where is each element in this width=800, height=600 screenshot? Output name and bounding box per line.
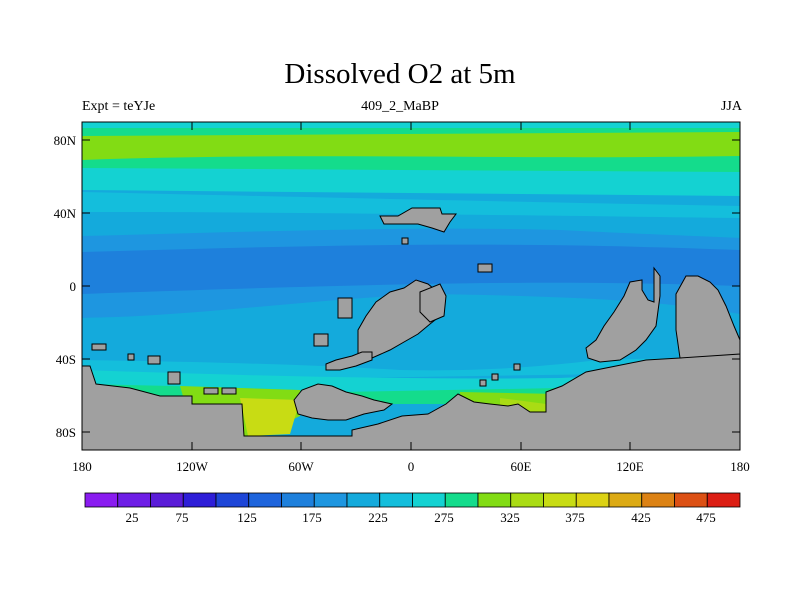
colorbar-box bbox=[477, 492, 512, 508]
australia-landmass bbox=[675, 275, 741, 359]
land-masses bbox=[81, 207, 741, 451]
lat-label: 0 bbox=[70, 279, 77, 294]
colorbar-box bbox=[215, 492, 250, 508]
season-label: JJA bbox=[720, 99, 742, 114]
colorbar-labels: 25 75 125 175 225 275 325 375 425 475 bbox=[126, 510, 716, 525]
colorbar-box bbox=[281, 492, 315, 508]
antarctica-landmass bbox=[81, 349, 741, 451]
island-4 bbox=[477, 263, 493, 273]
colorbar-box bbox=[412, 492, 446, 508]
colorbar-label: 325 bbox=[500, 510, 520, 525]
lon-label: 120E bbox=[616, 459, 644, 474]
island-5 bbox=[91, 343, 107, 351]
island-7 bbox=[147, 355, 161, 365]
colorbar-box bbox=[346, 492, 381, 508]
colorbar-box bbox=[248, 492, 282, 508]
colorbar-box bbox=[510, 492, 544, 508]
lat-labels: 80N 40N 0 40S 80S bbox=[54, 133, 77, 440]
colorbar-label: 475 bbox=[696, 510, 716, 525]
colorbar-box bbox=[379, 492, 413, 508]
northern-landmass bbox=[379, 207, 457, 233]
lon-label: 180 bbox=[72, 459, 92, 474]
colorbar-label: 25 bbox=[126, 510, 139, 525]
colorbar-box bbox=[313, 492, 348, 508]
colorbar-box bbox=[117, 492, 151, 508]
experiment-label: Expt = teYJe bbox=[82, 99, 156, 114]
colorbar-label: 125 bbox=[237, 510, 257, 525]
island-12 bbox=[513, 363, 521, 371]
period-label: 409_2_MaBP bbox=[361, 99, 439, 114]
colorbar-box bbox=[150, 492, 184, 508]
colorbar-box bbox=[706, 492, 741, 508]
colorbar-box bbox=[674, 492, 708, 508]
colorbar-label: 375 bbox=[565, 510, 585, 525]
colorbar-label: 225 bbox=[368, 510, 388, 525]
colorbar-box bbox=[444, 492, 479, 508]
map-title: Dissolved O2 at 5m bbox=[284, 58, 516, 90]
colorbar-label: 275 bbox=[434, 510, 454, 525]
eastern-fragment-landmass bbox=[419, 283, 447, 323]
colorbar-label: 425 bbox=[631, 510, 651, 525]
chain-landmass bbox=[325, 351, 373, 371]
colorbar-box bbox=[84, 492, 119, 508]
lon-labels: 180 120W 60W 0 60E 120E 180 bbox=[72, 459, 750, 474]
colorbar-box bbox=[543, 492, 577, 508]
lat-label: 40N bbox=[54, 206, 77, 221]
island-1 bbox=[337, 297, 353, 319]
southern-continent-landmass bbox=[293, 383, 394, 421]
island-13 bbox=[479, 379, 487, 387]
colorbar-label: 175 bbox=[302, 510, 322, 525]
island-8 bbox=[167, 371, 181, 385]
colorbar bbox=[84, 492, 741, 508]
island-9 bbox=[203, 387, 219, 395]
lat-label: 80N bbox=[54, 133, 77, 148]
island-6 bbox=[127, 353, 135, 361]
colorbar-box bbox=[575, 492, 610, 508]
lat-label: 40S bbox=[56, 352, 76, 367]
map-ticks bbox=[82, 122, 740, 450]
island-10 bbox=[221, 387, 237, 395]
colorbar-box bbox=[608, 492, 643, 508]
colorbar-box bbox=[182, 492, 217, 508]
colorbar-label: 75 bbox=[176, 510, 189, 525]
lon-label: 60W bbox=[288, 459, 314, 474]
colorbar-box bbox=[641, 492, 675, 508]
island-3 bbox=[401, 237, 409, 245]
southeast-asia-landmass bbox=[585, 266, 661, 363]
lon-label: 180 bbox=[730, 459, 750, 474]
lon-label: 0 bbox=[408, 459, 415, 474]
lat-label: 80S bbox=[56, 425, 76, 440]
lon-label: 60E bbox=[511, 459, 532, 474]
lon-label: 120W bbox=[176, 459, 209, 474]
island-11 bbox=[491, 373, 499, 381]
island-2 bbox=[313, 333, 329, 347]
